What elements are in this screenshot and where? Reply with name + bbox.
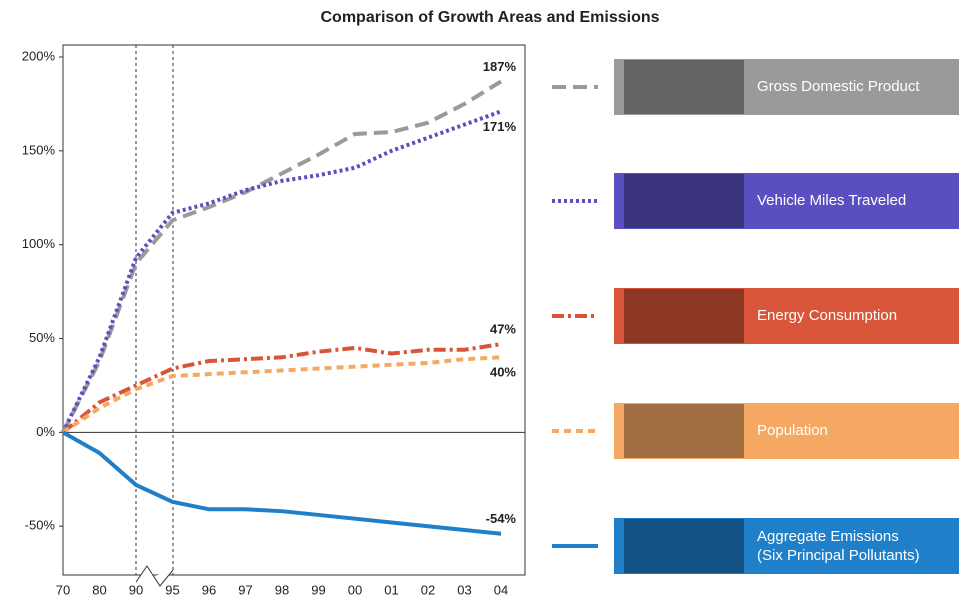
value-label: 171% (483, 119, 517, 134)
legend-label-line: Aggregate Emissions (757, 528, 899, 545)
chart-title: Comparison of Growth Areas and Emissions (320, 9, 659, 26)
axis-break (135, 565, 174, 587)
legend-photo (624, 519, 744, 573)
legend-photo (624, 404, 744, 458)
x-tick-label: 00 (348, 582, 362, 597)
x-tick-label: 99 (311, 582, 325, 597)
legend-box (614, 288, 959, 344)
value-label: 47% (490, 322, 516, 337)
y-tick-label: -50% (25, 518, 56, 533)
y-tick-label: 50% (29, 330, 55, 345)
y-tick-label: 150% (22, 142, 56, 157)
x-tick-label: 90 (129, 582, 143, 597)
legend-box (614, 59, 959, 115)
plot-frame (62, 44, 526, 576)
legend-label: Vehicle Miles Traveled (757, 192, 906, 209)
legend-box (614, 403, 959, 459)
x-tick-label: 97 (238, 582, 252, 597)
x-tick-label: 95 (165, 582, 179, 597)
x-tick-label: 03 (457, 582, 471, 597)
legend-label: Energy Consumption (757, 307, 897, 324)
x-tick-label: 04 (494, 582, 508, 597)
legend-photo (624, 174, 744, 228)
series-line (61, 355, 502, 435)
x-tick-label: 98 (275, 582, 289, 597)
y-tick-label: 0% (36, 424, 55, 439)
series-line (62, 430, 502, 536)
series-line (61, 342, 502, 434)
legend-label: Gross Domestic Product (757, 78, 920, 95)
legend-label: Population (757, 422, 828, 439)
value-label: 40% (490, 365, 516, 380)
legend-box (614, 518, 959, 574)
legend-label-line: (Six Principal Pollutants) (757, 547, 920, 564)
value-label: 187% (483, 59, 517, 74)
y-tick-label: 200% (22, 48, 56, 63)
y-tick-label: 100% (22, 236, 56, 251)
legend-label: Aggregate Emissions (Six Principal Pollut… (757, 528, 920, 564)
legend-box (614, 173, 959, 229)
legend-photo (624, 60, 744, 114)
x-tick-label: 70 (56, 582, 70, 597)
value-label: -54% (486, 511, 517, 526)
x-tick-label: 96 (202, 582, 216, 597)
x-tick-label: 01 (384, 582, 398, 597)
x-tick-label: 80 (92, 582, 106, 597)
series-line (61, 79, 503, 434)
series-line (61, 109, 502, 434)
x-tick-label: 02 (421, 582, 435, 597)
legend-photo (624, 289, 744, 343)
